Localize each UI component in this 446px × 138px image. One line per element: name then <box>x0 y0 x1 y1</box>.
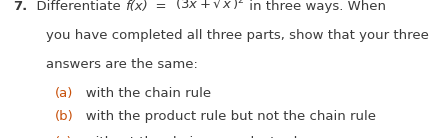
Text: =: = <box>147 0 175 13</box>
Text: you have completed all three parts, show that your three: you have completed all three parts, show… <box>46 29 429 42</box>
Text: f(x): f(x) <box>124 0 147 13</box>
Text: (b): (b) <box>54 110 73 123</box>
Text: (a): (a) <box>54 87 73 100</box>
Text: without the chain or product rules: without the chain or product rules <box>72 136 313 138</box>
Text: in three ways. When: in three ways. When <box>245 0 386 13</box>
Text: (c): (c) <box>54 136 72 138</box>
Text: with the product rule but not the chain rule: with the product rule but not the chain … <box>73 110 376 123</box>
Text: Differentiate: Differentiate <box>28 0 124 13</box>
Text: 7.: 7. <box>13 0 28 13</box>
Text: $(3x + \sqrt{x})^2$: $(3x + \sqrt{x})^2$ <box>175 0 245 13</box>
Text: with the chain rule: with the chain rule <box>73 87 211 100</box>
Text: answers are the same:: answers are the same: <box>46 58 198 71</box>
